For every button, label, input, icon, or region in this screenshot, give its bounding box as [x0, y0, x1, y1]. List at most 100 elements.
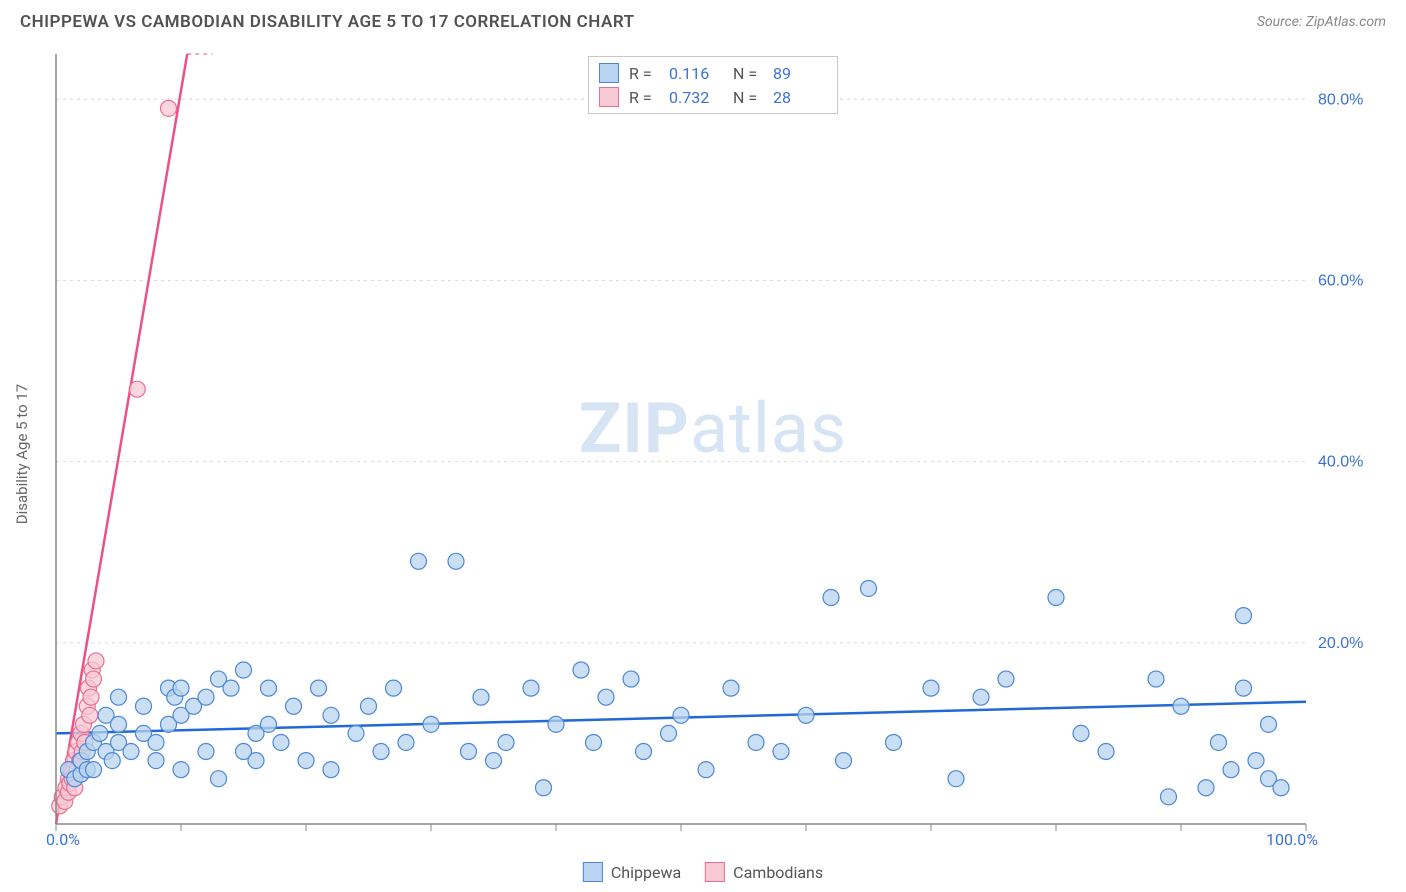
data-point: [248, 753, 264, 769]
data-point: [623, 671, 639, 687]
data-point: [261, 716, 277, 732]
r-value: 0.732: [669, 88, 723, 107]
header: CHIPPEWA VS CAMBODIAN DISABILITY AGE 5 T…: [0, 0, 1406, 40]
data-point: [836, 753, 852, 769]
n-label: N =: [733, 88, 763, 107]
data-point: [473, 689, 489, 705]
data-point: [1198, 780, 1214, 796]
data-point: [773, 744, 789, 760]
data-point: [748, 734, 764, 750]
y-tick-label: 60.0%: [1318, 272, 1363, 289]
data-point: [111, 716, 127, 732]
data-point: [323, 762, 339, 778]
data-point: [573, 662, 589, 678]
data-point: [123, 744, 139, 760]
data-point: [86, 671, 102, 687]
legend-label: Cambodians: [733, 863, 823, 882]
legend-swatch: [599, 87, 619, 107]
data-point: [211, 771, 227, 787]
data-point: [548, 716, 564, 732]
legend-item: Chippewa: [583, 862, 681, 882]
stats-row: R =0.116N =89: [599, 61, 827, 85]
data-point: [536, 780, 552, 796]
data-point: [86, 762, 102, 778]
r-value: 0.116: [669, 64, 723, 83]
data-point: [298, 753, 314, 769]
data-point: [423, 716, 439, 732]
data-point: [161, 100, 177, 116]
data-point: [1261, 716, 1277, 732]
data-point: [1073, 725, 1089, 741]
legend-label: Chippewa: [611, 863, 681, 882]
data-point: [1211, 734, 1227, 750]
data-point: [636, 744, 652, 760]
x-axis-max-label: 100.0%: [1266, 830, 1318, 849]
data-point: [861, 580, 877, 596]
scatter-plot: 20.0%40.0%60.0%80.0%: [50, 48, 1376, 842]
data-point: [598, 689, 614, 705]
data-point: [92, 725, 108, 741]
data-point: [111, 689, 127, 705]
data-point: [698, 762, 714, 778]
data-point: [1223, 762, 1239, 778]
x-axis-min-label: 0.0%: [46, 830, 80, 849]
data-point: [273, 734, 289, 750]
data-point: [88, 653, 104, 669]
data-point: [104, 753, 120, 769]
data-point: [411, 553, 427, 569]
chart-title: CHIPPEWA VS CAMBODIAN DISABILITY AGE 5 T…: [20, 12, 635, 32]
data-point: [1048, 590, 1064, 606]
data-point: [1248, 753, 1264, 769]
data-point: [136, 698, 152, 714]
data-point: [886, 734, 902, 750]
data-point: [498, 734, 514, 750]
data-point: [198, 689, 214, 705]
legend-swatch: [599, 63, 619, 83]
data-point: [973, 689, 989, 705]
data-point: [486, 753, 502, 769]
data-point: [1273, 780, 1289, 796]
data-point: [198, 744, 214, 760]
data-point: [148, 734, 164, 750]
data-point: [673, 707, 689, 723]
data-point: [83, 689, 99, 705]
series-legend: Chippewa Cambodians: [583, 862, 823, 882]
data-point: [923, 680, 939, 696]
data-point: [998, 671, 1014, 687]
data-point: [948, 771, 964, 787]
data-point: [261, 680, 277, 696]
legend-item: Cambodians: [705, 862, 823, 882]
data-point: [223, 680, 239, 696]
data-point: [236, 662, 252, 678]
data-point: [1236, 608, 1252, 624]
data-point: [311, 680, 327, 696]
n-label: N =: [733, 64, 763, 83]
data-point: [1161, 789, 1177, 805]
data-point: [348, 725, 364, 741]
data-point: [586, 734, 602, 750]
data-point: [661, 725, 677, 741]
y-tick-label: 80.0%: [1318, 91, 1363, 108]
data-point: [286, 698, 302, 714]
data-point: [798, 707, 814, 723]
legend-swatch: [583, 862, 603, 882]
data-point: [398, 734, 414, 750]
data-point: [461, 744, 477, 760]
n-value: 89: [773, 64, 827, 83]
data-point: [1098, 744, 1114, 760]
data-point: [323, 707, 339, 723]
data-point: [523, 680, 539, 696]
data-point: [148, 753, 164, 769]
data-point: [1148, 671, 1164, 687]
n-value: 28: [773, 88, 827, 107]
data-point: [723, 680, 739, 696]
y-axis-label: Disability Age 5 to 17: [13, 384, 31, 524]
source-credit: Source: ZipAtlas.com: [1257, 14, 1386, 30]
data-point: [386, 680, 402, 696]
data-point: [448, 553, 464, 569]
data-point: [173, 680, 189, 696]
data-point: [82, 707, 98, 723]
data-point: [823, 590, 839, 606]
data-point: [373, 744, 389, 760]
r-label: R =: [629, 88, 659, 107]
